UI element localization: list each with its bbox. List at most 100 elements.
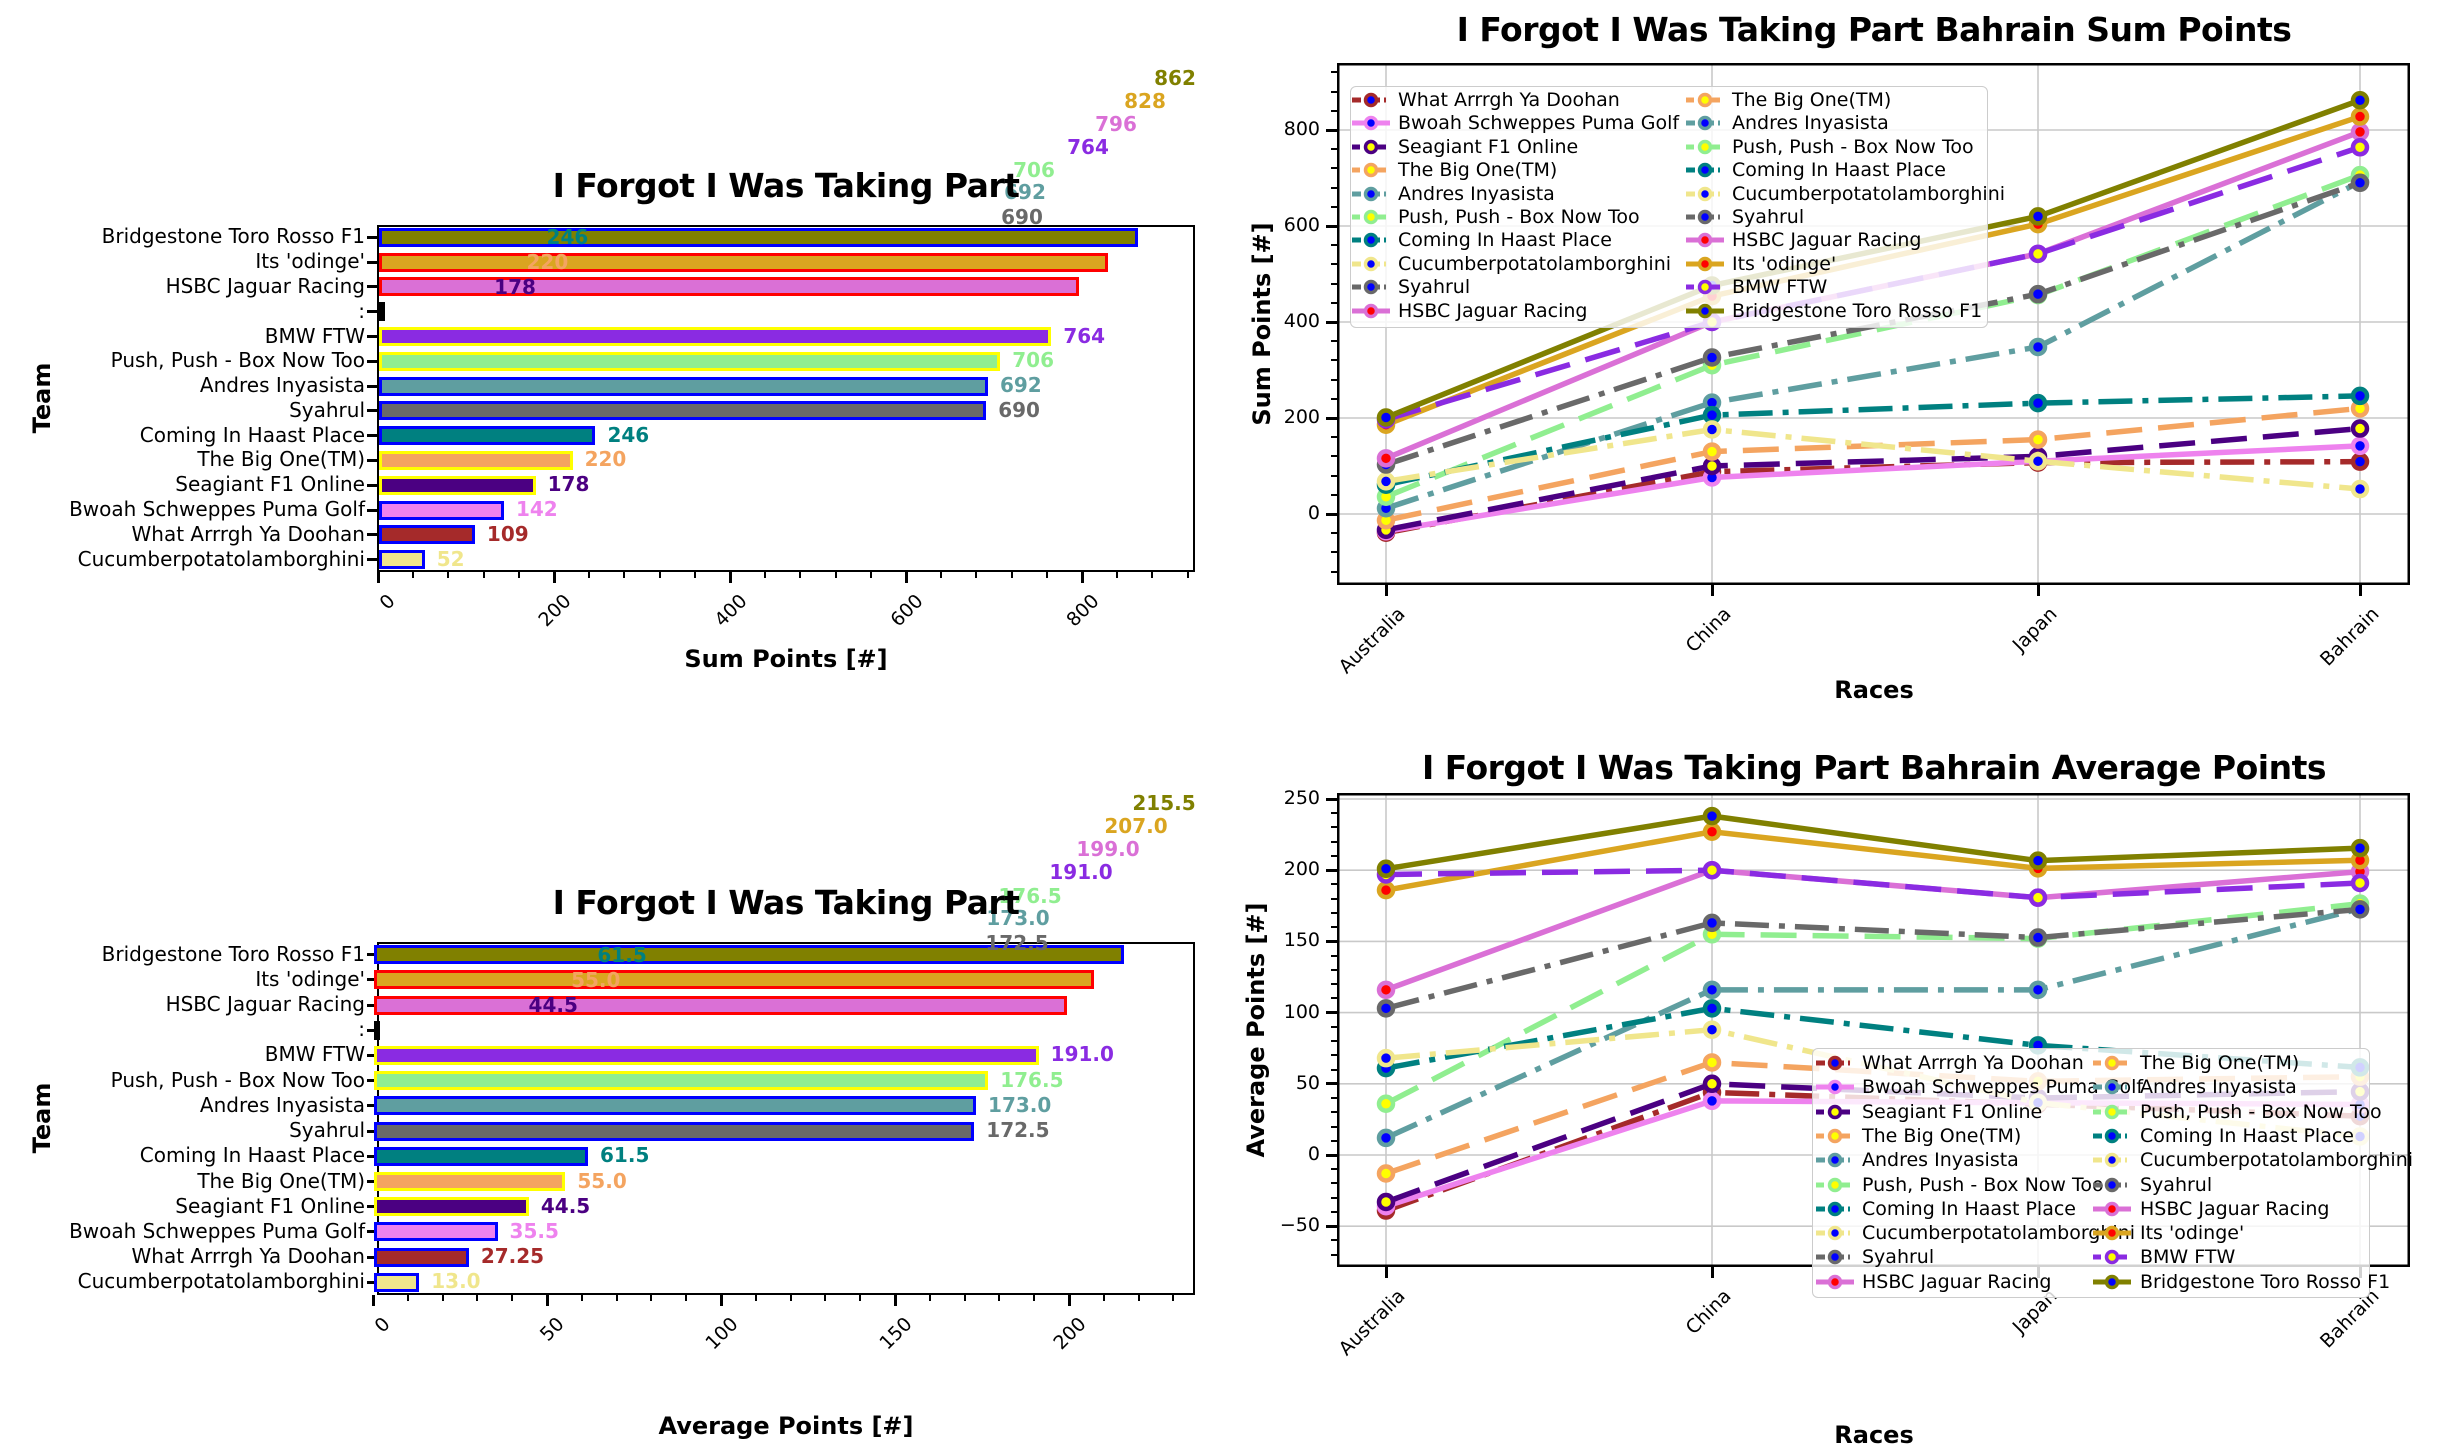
bar-value-label-andres-inyasista: 173.0 (988, 1092, 1052, 1117)
sum-bar-title: I Forgot I Was Taking Part (552, 166, 1020, 205)
y-minor-tick (1331, 263, 1337, 266)
y-minor-tick (1331, 997, 1337, 1000)
legend-item-syahrul: Syahrul (2092, 1173, 2212, 1197)
data-point-push-push-box-now-too (1376, 1094, 1396, 1113)
legend-item-andres-inyasista: Andres Inyasista (1815, 1148, 2019, 1172)
cascade-value-label: 764 (1067, 135, 1109, 159)
data-point-andres-inyasista (1376, 1128, 1396, 1148)
axes-frame (1337, 63, 2410, 585)
x-tick (719, 1295, 723, 1306)
y-tick-label-item: : (358, 298, 365, 323)
y-tick-label: 200 (1283, 406, 1320, 428)
bar-andres-inyasista (374, 1096, 977, 1116)
data-point-syahrul (2028, 284, 2048, 304)
y-tick (1326, 939, 1337, 943)
y-tick-label-its-odinge: Its 'odinge' (255, 966, 365, 991)
x-minor-tick (517, 572, 520, 578)
x-minor-tick (834, 572, 837, 578)
bar-value-label-bwoah-schweppes-puma-golf: 142 (515, 497, 558, 522)
y-tick-label-bmw-ftw: BMW FTW (264, 1042, 365, 1067)
bar-value-label-coming-in-haast-place: 246 (607, 422, 650, 447)
legend-item-coming-in-haast-place: Coming In Haast Place (2092, 1124, 2354, 1148)
avg-line-ylabel: Average Points [#] (1242, 902, 1270, 1158)
y-tick-label: 50 (1295, 1071, 1320, 1094)
y-tick (367, 1028, 377, 1032)
legend-line-icon (1816, 1152, 1854, 1168)
avg-bar-ylabel: Team (28, 1082, 56, 1154)
y-minor-tick (1331, 340, 1337, 343)
data-point-hsbc-jaguar-racing (2350, 122, 2370, 142)
bar-value-label-syahrul: 172.5 (986, 1118, 1050, 1143)
cascade-value-label: 862 (1154, 66, 1196, 90)
legend-line-icon (1816, 1128, 1854, 1144)
legend-item-its-odinge: Its 'odinge' (1685, 252, 1836, 276)
bar-item (374, 1020, 380, 1040)
data-point-the-big-one-tm (2028, 430, 2048, 449)
bar-value-label-syahrul: 690 (998, 397, 1040, 422)
series-line-bmw-ftw (1385, 867, 2361, 901)
y-tick (1326, 512, 1337, 516)
legend-item-its-odinge: Its 'odinge' (2092, 1221, 2244, 1245)
data-point-seagiant-f1-online (1702, 456, 1722, 476)
series-line-coming-in-haast-place (1385, 393, 2361, 488)
x-minor-tick (447, 572, 450, 578)
y-minor-tick (1331, 71, 1337, 74)
y-tick (367, 508, 377, 512)
y-tick (367, 310, 377, 314)
legend-label: Syahrul (1398, 276, 1471, 299)
cascade-value-label: 796 (1095, 112, 1137, 136)
legend-label: Seagiant F1 Online (1862, 1100, 2043, 1123)
bar-bridgestone-toro-rosso-f1 (374, 945, 1124, 965)
x-minor-tick (799, 572, 802, 578)
legend-item-cucumberpotatolamborghini: Cucumberpotatolamborghini (1815, 1221, 2135, 1245)
y-tick-label-what-arrrgh-ya-doohan: What Arrrgh Ya Doohan (131, 1244, 366, 1269)
y-tick-label: 800 (1283, 118, 1320, 140)
legend-line-icon (1352, 162, 1390, 178)
avg-bar-plot-area (377, 942, 1195, 1295)
legend-line-icon (1352, 209, 1390, 225)
data-point-cucumberpotatolamborghini (1702, 1020, 1722, 1039)
data-point-cucumberpotatolamborghini (1376, 472, 1396, 491)
x-minor-tick (998, 1295, 1001, 1301)
x-minor-tick (482, 572, 485, 578)
legend-line-icon (1686, 92, 1724, 108)
bar-push-push-box-now-too (374, 1071, 989, 1091)
legend-line-icon (1686, 256, 1724, 272)
ghost-value-label: 44.5 (528, 993, 578, 1018)
avg-line-xlabel: Races (1834, 1421, 1914, 1449)
legend-line-icon (1816, 1177, 1854, 1192)
data-point-seagiant-f1-online (2350, 419, 2370, 438)
legend-item-push-push-box-now-too: Push, Push - Box Now Too (1685, 135, 1974, 159)
data-point-its-odinge (1376, 880, 1396, 900)
legend-line-icon (1686, 233, 1724, 248)
x-tick (2358, 585, 2362, 596)
y-tick (367, 978, 377, 982)
legend-line-icon (1352, 186, 1390, 201)
y-minor-tick (1331, 1040, 1337, 1043)
y-tick-label: 0 (1307, 502, 1320, 524)
cascade-value-label: 173.0 (986, 906, 1050, 930)
legend-label: Andres Inyasista (1862, 1149, 2019, 1172)
y-tick (367, 1053, 377, 1057)
legend-label: Cucumberpotatolamborghini (2140, 1149, 2414, 1172)
y-tick-label-bmw-ftw: BMW FTW (264, 323, 365, 348)
bar-what-arrrgh-ya-doohan (379, 525, 475, 545)
y-tick (1326, 416, 1337, 420)
y-minor-tick (1331, 474, 1337, 477)
y-tick (1326, 797, 1337, 801)
legend-line-icon (1816, 1055, 1854, 1071)
legend-label: Coming In Haast Place (1862, 1197, 2076, 1220)
data-point-bridgestone-toro-rosso-f1 (2350, 90, 2370, 110)
legend-label: Push, Push - Box Now Too (1732, 135, 1974, 158)
series-line-cucumberpotatolamborghini (1385, 426, 2361, 492)
y-tick (1326, 128, 1337, 132)
bar-syahrul (379, 401, 987, 421)
x-minor-tick (963, 1295, 966, 1301)
bar-value-label-bmw-ftw: 191.0 (1050, 1042, 1114, 1067)
legend-item-cucumberpotatolamborghini: Cucumberpotatolamborghini (1685, 182, 2005, 206)
legend-item-coming-in-haast-place: Coming In Haast Place (1815, 1197, 2076, 1221)
avg-bar-title: I Forgot I Was Taking Part (552, 883, 1020, 922)
legend-line-icon (1352, 233, 1390, 248)
legend-item-the-big-one-tm: The Big One(TM) (1685, 88, 1891, 112)
data-point-syahrul (1702, 913, 1722, 933)
